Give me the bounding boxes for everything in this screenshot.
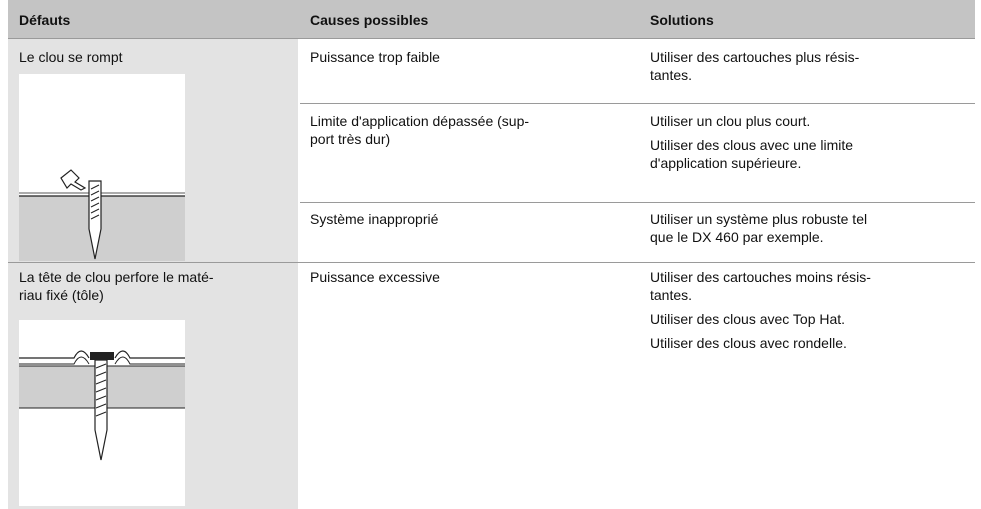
solution: Utiliser des clous avec Top Hat.	[650, 311, 846, 327]
column-header: Solutions	[650, 12, 714, 28]
column-header: Défauts	[19, 12, 71, 28]
cause: Puissance excessive	[310, 269, 440, 285]
cause: Système inapproprié	[310, 211, 439, 227]
solution: Utiliser un clou plus court.	[650, 113, 811, 129]
defect: La tête de clou perfore le maté- riau fi…	[19, 269, 214, 303]
rule	[300, 103, 975, 104]
illustration-pierced-sheet	[19, 320, 185, 506]
solution: Utiliser des cartouches moins résis- tan…	[650, 269, 871, 303]
rule	[8, 38, 975, 39]
illustration-broken-nail	[19, 74, 185, 261]
solution: Utiliser un système plus robuste tel que…	[650, 211, 868, 245]
rule	[8, 262, 975, 263]
solution: Utiliser des clous avec rondelle.	[650, 335, 847, 351]
rule	[300, 202, 975, 203]
cause: Puissance trop faible	[310, 49, 440, 65]
defect: Le clou se rompt	[19, 49, 123, 65]
cause: Limite d'application dépassée (sup- port…	[310, 113, 530, 147]
solution: Utiliser des cartouches plus résis- tant…	[650, 49, 860, 83]
solution: Utiliser des clous avec une limite d'app…	[650, 137, 854, 171]
column-header: Causes possibles	[310, 12, 429, 28]
header-bg	[8, 0, 975, 38]
